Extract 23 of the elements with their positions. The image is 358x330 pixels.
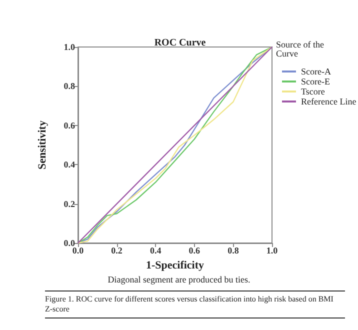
x-axis-title: 1-Specificity bbox=[146, 259, 205, 272]
legend-label: Score-E bbox=[301, 76, 330, 86]
legend-label: Tscore bbox=[301, 86, 325, 96]
text: Diagonal segment are produced bu ties. bbox=[108, 274, 250, 284]
legend-label: Score-A bbox=[301, 66, 332, 76]
x-tick-label: 0.4 bbox=[150, 246, 162, 256]
x-tick-label: 1.0 bbox=[266, 246, 278, 256]
chart-title: ROC Curve bbox=[154, 38, 206, 48]
y-tick-label: 1.0 bbox=[64, 42, 76, 52]
x-tick-label: 0.6 bbox=[188, 246, 201, 256]
y-tick-label: 0.4 bbox=[64, 160, 76, 170]
y-tick-label: 0.0 bbox=[64, 238, 76, 248]
y-tick-label: 0.8 bbox=[64, 81, 76, 92]
y-tick-label: 0.2 bbox=[64, 198, 76, 209]
caption: Figure 1. ROC curve for different scores versus classification into high risk based on BMI Z-score bbox=[45, 294, 336, 314]
x-tick-label: 0.2 bbox=[111, 246, 123, 256]
y-tick-label: 0.6 bbox=[64, 120, 76, 130]
y-axis-title: Sensitivity bbox=[36, 120, 48, 170]
line-series bbox=[77, 46, 273, 244]
x-tick-label: 0.0 bbox=[72, 246, 84, 256]
legend-label: Reference Line bbox=[301, 96, 356, 106]
x-tick-label: 0.8 bbox=[228, 246, 240, 256]
legend-title: Source of the Curve bbox=[276, 40, 326, 58]
